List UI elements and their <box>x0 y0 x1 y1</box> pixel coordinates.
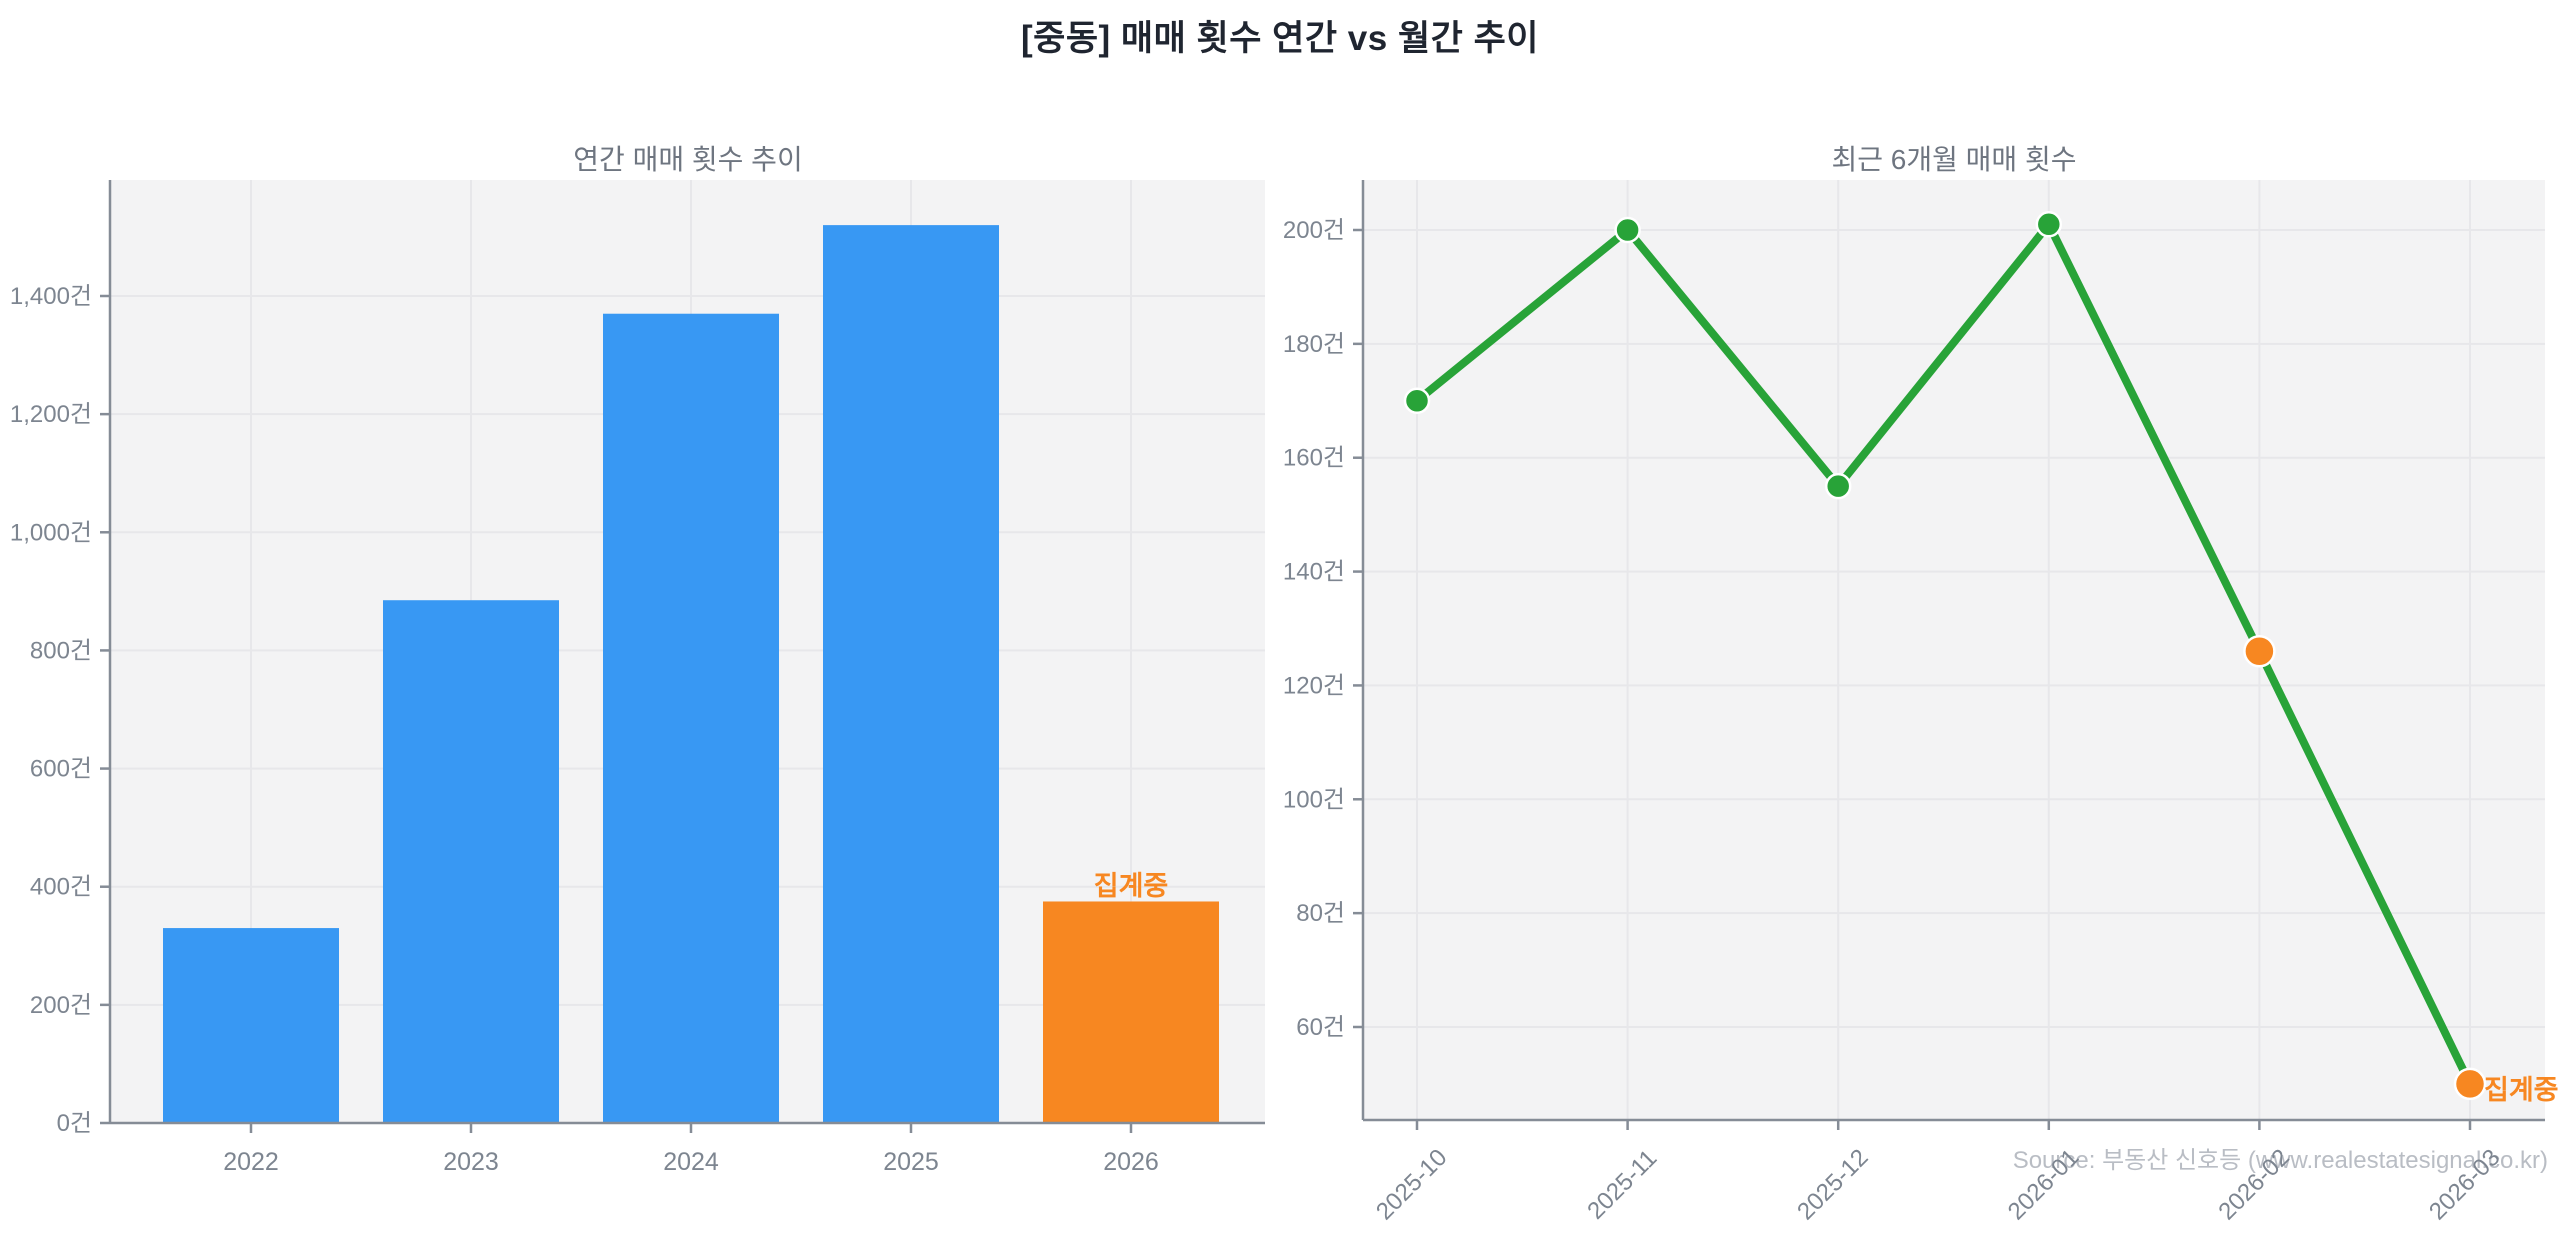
ytick-label-160: 160건 <box>1283 445 1345 472</box>
xtick-label-2025-11: 2025-11 <box>1582 1145 1662 1225</box>
bar-2022 <box>163 928 339 1123</box>
data-point-2026-02 <box>2243 635 2276 668</box>
xtick-label-2026-01: 2026-01 <box>2003 1144 2084 1225</box>
ytick-label-140: 140건 <box>1283 559 1345 586</box>
ytick-label-120: 120건 <box>1283 672 1345 699</box>
ytick-label-400: 400건 <box>30 874 92 901</box>
xtick-label-2026-02: 2026-02 <box>2213 1144 2294 1225</box>
bar-2024 <box>603 313 779 1123</box>
ytick-label-1400: 1,400건 <box>10 283 92 310</box>
aggregating-label-annual: 집계중 <box>1093 871 1169 901</box>
xtick-label-2025: 2025 <box>883 1148 939 1176</box>
xtick-label-2026-03: 2026-03 <box>2424 1144 2505 1225</box>
annual-chart-title: 연간 매매 횟수 추이 <box>573 144 803 175</box>
ytick-label-180: 180건 <box>1283 331 1345 358</box>
bar-2023 <box>383 600 559 1123</box>
ytick-label-1000: 1,000건 <box>10 519 92 546</box>
ytick-label-600: 600건 <box>30 756 92 783</box>
data-point-2026-01 <box>2035 211 2063 238</box>
data-point-2026-03 <box>2453 1067 2487 1101</box>
ytick-label-1200: 1,200건 <box>10 401 92 428</box>
xtick-label-2025-10: 2025-10 <box>1371 1144 1452 1225</box>
xtick-label-2024: 2024 <box>663 1148 719 1176</box>
xtick-label-2022: 2022 <box>223 1148 279 1176</box>
ytick-label-800: 800건 <box>30 637 92 664</box>
monthly-chart-title: 최근 6개월 매매 횟수 <box>1831 144 2077 175</box>
ytick-label-0: 0건 <box>57 1110 92 1137</box>
ytick-label-80: 80건 <box>1296 900 1345 927</box>
xtick-label-2026: 2026 <box>1103 1148 1159 1176</box>
bar-2026 <box>1043 901 1219 1123</box>
data-point-2025-12 <box>1824 472 1852 500</box>
ytick-label-60: 60건 <box>1296 1014 1345 1041</box>
data-point-2025-11 <box>1614 216 1641 244</box>
data-point-2025-10 <box>1403 387 1431 415</box>
ytick-label-200: 200건 <box>30 992 92 1019</box>
source-watermark: Source: 부동산 신호등 (www.realestatesignal.co… <box>2012 1147 2548 1174</box>
bar-2025 <box>823 225 999 1124</box>
page-title: [중동] 매매 횟수 연간 vs 월간 추이 <box>1021 19 1539 58</box>
ytick-label-100: 100건 <box>1283 786 1345 813</box>
xtick-label-2023: 2023 <box>443 1148 499 1176</box>
xtick-label-2025-12: 2025-12 <box>1792 1144 1873 1225</box>
monthly-series-line <box>1413 220 2474 1088</box>
aggregating-label-monthly: 집계중 <box>2484 1075 2559 1105</box>
monthly-plot-area <box>1363 180 2545 1120</box>
ytick-label-200: 200건 <box>1283 217 1345 244</box>
